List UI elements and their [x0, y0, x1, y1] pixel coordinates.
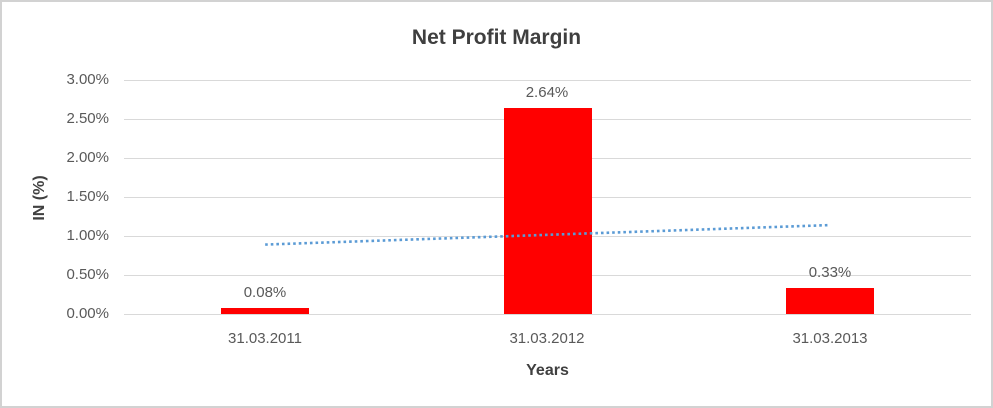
x-category-label: 31.03.2011 [228, 330, 302, 347]
bar-value-label: 2.64% [525, 84, 569, 101]
bar-value-label: 0.33% [808, 264, 852, 281]
chart-title: Net Profit Margin [411, 26, 582, 49]
y-tick-label: 1.00% [66, 227, 109, 244]
bar-31.03.2011 [221, 308, 309, 314]
y-tick-label: 2.50% [66, 110, 109, 127]
gridline [124, 79, 971, 81]
bar-31.03.2013 [786, 288, 874, 314]
bar-value-label: 0.08% [243, 284, 287, 301]
bar-31.03.2012 [504, 108, 592, 314]
y-tick-label: 3.00% [66, 71, 109, 88]
x-category-label: 31.03.2012 [509, 330, 585, 347]
y-tick-label: 0.50% [66, 266, 109, 283]
x-axis-title: Years [526, 362, 569, 379]
y-tick-label: 0.00% [66, 305, 109, 322]
y-tick-label: 1.50% [66, 188, 109, 205]
y-tick-label: 2.00% [66, 149, 109, 166]
gridline [124, 313, 971, 315]
x-category-label: 31.03.2013 [792, 330, 868, 347]
